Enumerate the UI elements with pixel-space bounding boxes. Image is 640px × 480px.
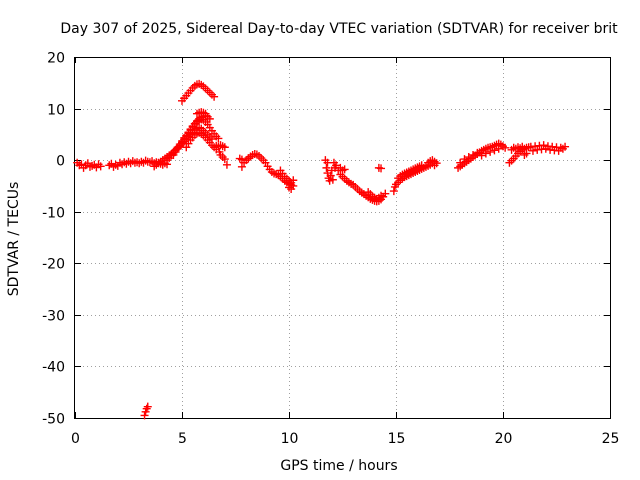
data-point [332,161,341,170]
data-point [473,148,482,157]
x-tick-label: 5 [178,431,187,447]
data-point [220,155,229,164]
data-point [377,191,386,200]
data-point [140,411,149,420]
data-point [477,151,486,160]
y-tick-label: -50 [42,412,65,428]
data-point [486,147,495,156]
data-point [210,92,219,101]
data-point [340,165,349,174]
data-point [287,185,296,194]
data-point [215,147,224,156]
data-point [201,109,210,118]
data-point [328,175,337,184]
x-tick-label: 25 [602,431,620,447]
data-point [322,163,331,172]
data-point [522,149,531,158]
y-tick-label: -40 [42,360,65,376]
y-tick-label: 0 [56,154,65,170]
x-tick-label: 15 [388,431,406,447]
data-point [220,143,229,152]
y-tick-label: -20 [42,257,65,273]
data-point [143,402,152,411]
x-tick-label: 0 [71,431,80,447]
data-point [494,144,503,153]
x-tick-label: 10 [281,431,299,447]
data-point [417,161,426,170]
chart-title: Day 307 of 2025, Sidereal Day-to-day VTE… [60,21,618,37]
data-point [289,176,298,185]
data-point [561,142,570,151]
data-point [326,171,335,180]
plot-frame [74,57,611,419]
data-point [460,155,469,164]
data-point [377,164,386,173]
y-tick-label: -30 [42,309,65,325]
y-axis-label: SDTVAR / TECUs [6,182,22,297]
data-points [73,79,570,420]
y-tick-label: 10 [47,103,65,119]
grid-lines [75,57,610,418]
data-point [214,134,223,143]
data-point [222,160,231,169]
x-axis-ticks: 0 5 10 15 20 25 [71,57,619,447]
data-point [481,149,490,158]
y-tick-label: -10 [42,206,65,222]
data-point [469,150,478,159]
data-point [464,153,473,162]
y-axis-ticks: 20 10 0 -10 -20 -30 -40 -50 [42,51,610,428]
data-point [205,114,214,123]
data-point [456,158,465,167]
data-point [432,159,441,168]
x-tick-label: 20 [495,431,513,447]
data-point [528,146,537,155]
data-point [381,189,390,198]
data-point [389,187,398,196]
data-point [490,146,499,155]
data-point [237,162,246,171]
data-point [518,142,527,151]
data-point [428,156,437,165]
x-axis-label: GPS time / hours [280,458,397,474]
data-point [96,162,105,171]
data-point [501,143,510,152]
y-tick-label: 20 [47,51,65,67]
